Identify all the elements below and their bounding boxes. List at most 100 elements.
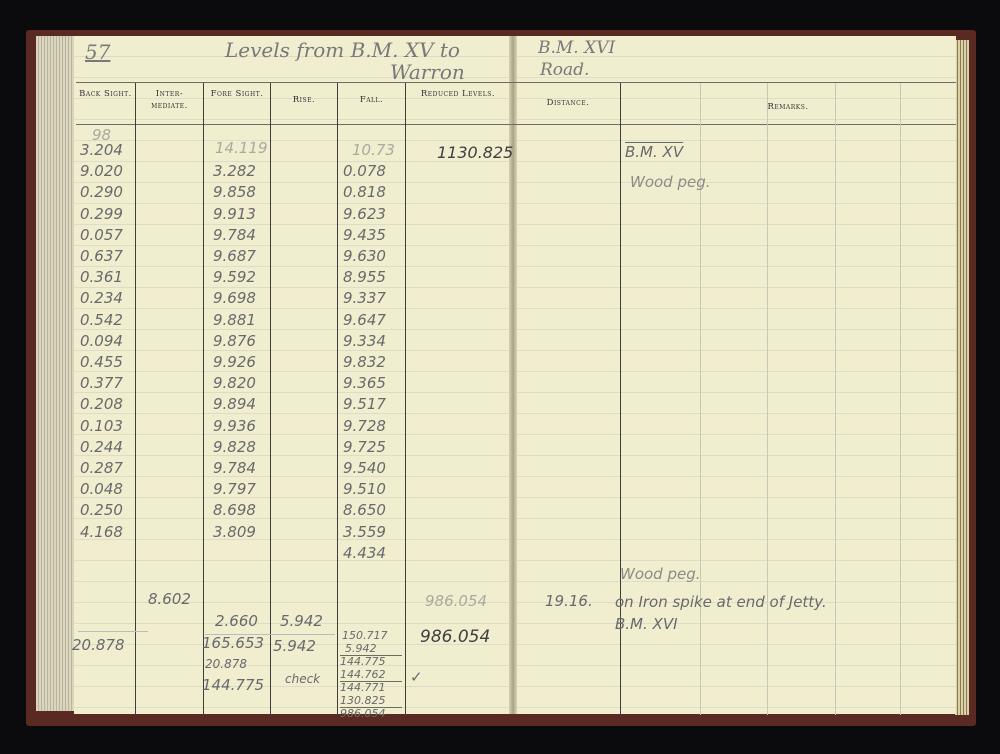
- total-fall-net: 144.775: [340, 655, 386, 668]
- fore-sight-value: 9.698: [213, 289, 256, 308]
- fall-value: 4.434: [343, 543, 386, 562]
- show-through-line: [767, 83, 768, 715]
- back-sight-value: 0.287: [80, 459, 123, 477]
- fall-value: 9.832: [343, 353, 386, 371]
- fore-sight-value: 9.784: [213, 459, 256, 477]
- remark-wood-peg: Wood peg.: [620, 565, 701, 583]
- back-sight-value: 0.244: [80, 437, 123, 456]
- col-divider: [270, 83, 271, 715]
- header-back-sight: Back Sight.: [79, 89, 132, 99]
- back-sight-value: 0.361: [80, 268, 123, 287]
- header-rise: Rise.: [292, 95, 316, 105]
- back-sight-value: 0.290: [80, 183, 123, 202]
- fore-sight-value: 9.894: [213, 395, 256, 414]
- fall-value: 9.630: [343, 247, 386, 265]
- title-right-line2: Road.: [540, 60, 590, 80]
- fore-sight-value: 9.784: [213, 225, 256, 244]
- title-left-line2: Warron: [390, 60, 465, 84]
- total-rule: [205, 634, 335, 635]
- header-top-rule: [76, 82, 956, 83]
- total-fall-rise: 5.942: [345, 642, 377, 655]
- fore-sight-value: 9.876: [213, 331, 256, 350]
- fall-value: 9.623: [343, 204, 386, 223]
- reduced-level-faint: 986.054: [425, 592, 488, 610]
- remark-bm-xv: B.M. XV: [625, 143, 684, 161]
- fall-value: 9.334: [343, 331, 386, 350]
- fall-value: 8.955: [343, 268, 386, 287]
- header-intermediate: Inter- mediate.: [151, 89, 188, 111]
- back-sight-value: 0.057: [80, 225, 123, 244]
- fall-value: 3.559: [343, 522, 386, 541]
- distance-value: 19.16.: [545, 592, 593, 610]
- header-fore-sight: Fore Sight.: [210, 89, 264, 99]
- faint-fore-sight: 14.119: [215, 139, 268, 157]
- back-sight-value: 0.637: [80, 247, 123, 265]
- fore-sight-value: 8.698: [213, 501, 256, 520]
- last-fore-sight: 2.660: [215, 612, 258, 630]
- remark-bm-xvi: B.M. XVI: [615, 615, 678, 633]
- back-sight-value: 0.542: [80, 310, 123, 329]
- total-rule: [340, 655, 402, 656]
- fall-value: 9.725: [343, 437, 386, 456]
- fall-value: 9.540: [343, 459, 386, 477]
- fall-value: 0.818: [343, 183, 386, 202]
- check-label: check: [285, 672, 321, 686]
- faint-fall: 10.73: [352, 141, 395, 159]
- back-sight-value: 0.094: [80, 331, 123, 350]
- col-divider: [405, 83, 406, 715]
- back-sight-value: 3.204: [80, 141, 123, 159]
- back-sight-value: 0.234: [80, 289, 123, 308]
- back-sight-value: 0.048: [80, 480, 123, 499]
- fall-value: 8.650: [343, 501, 386, 520]
- fall-value: 9.510: [343, 480, 386, 499]
- back-sight-value: 0.455: [80, 353, 123, 371]
- page-edges-right: [955, 40, 969, 715]
- fore-sight-value: 3.809: [213, 522, 256, 541]
- fore-sight-value: 9.881: [213, 310, 256, 329]
- total-rise: 5.942: [273, 637, 316, 655]
- fore-sight-value: 9.926: [213, 353, 256, 371]
- page-edges-left: [36, 36, 76, 711]
- title-left: Levels from B.M. XV to: [225, 38, 460, 62]
- fall-value: 9.337: [343, 289, 386, 308]
- remark-wood-peg: Wood peg.: [630, 173, 711, 191]
- title-right: B.M. XVI: [538, 38, 616, 58]
- book-gutter: [509, 36, 517, 714]
- fall-value: 9.728: [343, 416, 386, 435]
- page-number: 57: [85, 40, 111, 64]
- total-fall-check: 144.762: [340, 668, 386, 681]
- reduced-level-start: 1130.825: [437, 143, 514, 162]
- fore-sight-value: 9.913: [213, 204, 256, 223]
- remark-iron-spike: on Iron spike at end of Jetty.: [615, 593, 827, 611]
- total-fall-result: 986.054: [340, 707, 386, 720]
- fore-sight-value: 9.858: [213, 183, 256, 202]
- total-back-sight: 20.878: [72, 636, 125, 654]
- col-divider: [620, 83, 621, 715]
- intermediate-value: 8.602: [148, 590, 191, 608]
- total-rule: [78, 631, 148, 632]
- show-through-line: [700, 83, 701, 715]
- col-divider: [135, 83, 136, 715]
- total-fore-sight-back: 20.878: [205, 657, 247, 671]
- total-fall: 150.717: [342, 629, 388, 642]
- fore-sight-value: 9.820: [213, 374, 256, 393]
- show-through-line: [900, 83, 901, 715]
- fore-sight-value: 9.936: [213, 416, 256, 435]
- fall-value: 9.517: [343, 395, 386, 414]
- total-fore-sight: 165.653: [202, 634, 265, 652]
- last-rise: 5.942: [280, 612, 323, 630]
- header-bottom-rule: [76, 124, 956, 125]
- fall-value: 9.647: [343, 310, 386, 329]
- tick-mark: ✓: [410, 668, 423, 686]
- fall-value: 9.435: [343, 225, 386, 244]
- total-fore-sight-difference: 144.775: [202, 676, 265, 694]
- col-divider: [337, 83, 338, 715]
- header-remarks: Remarks.: [767, 102, 809, 112]
- total-fall-sum: 144.771: [340, 681, 386, 694]
- fall-value: 9.365: [343, 374, 386, 393]
- fore-sight-value: 9.592: [213, 268, 256, 287]
- total-rule: [340, 681, 402, 682]
- back-sight-value: 0.299: [80, 204, 123, 223]
- back-sight-value: 4.168: [80, 522, 123, 541]
- faint-back-sight: 98: [92, 126, 112, 144]
